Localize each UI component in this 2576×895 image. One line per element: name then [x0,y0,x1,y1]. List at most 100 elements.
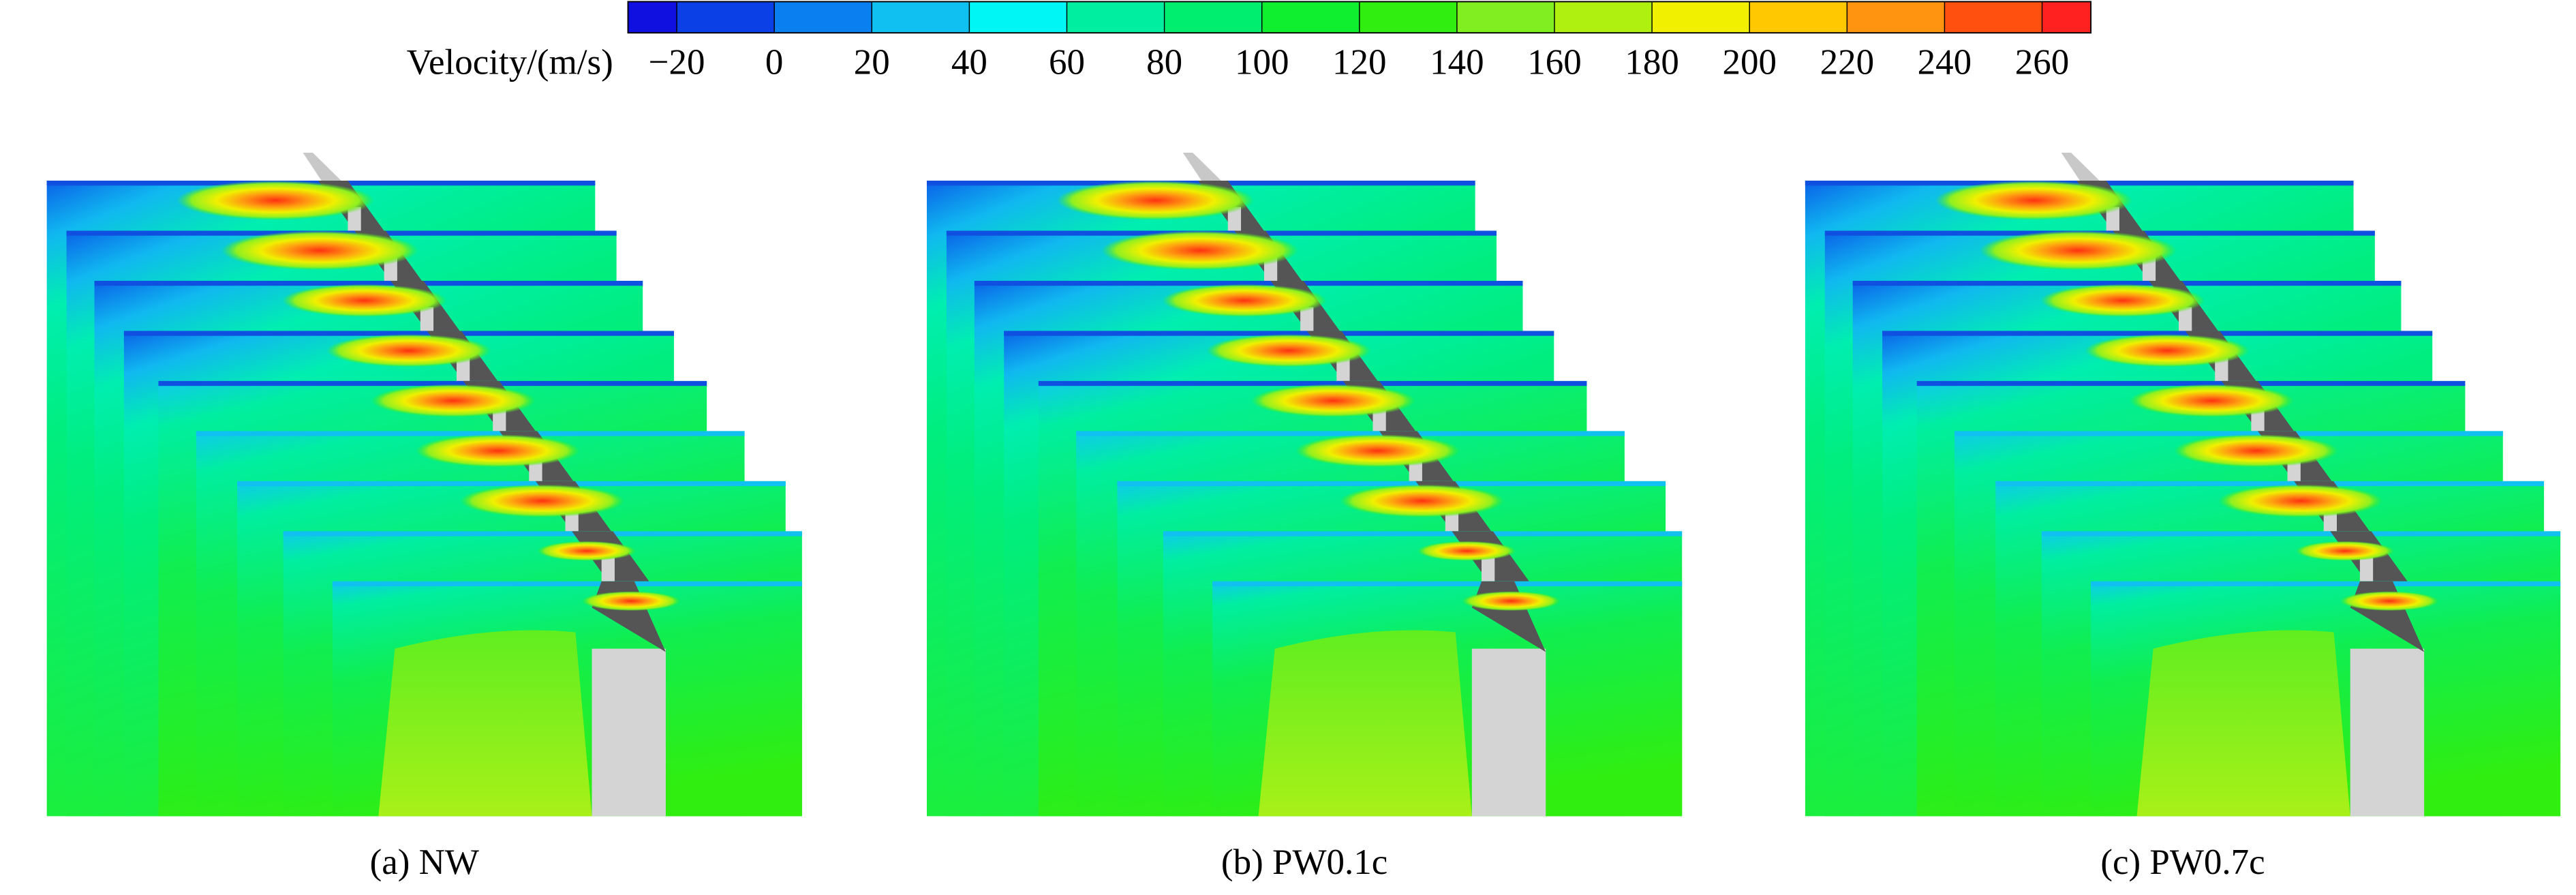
panel-caption: (a) NW [370,843,479,882]
vortex-hotspot [460,484,625,517]
slice-edge [1852,280,2402,286]
vortex-hotspot [2085,334,2250,367]
blade-root [592,648,666,817]
colorbar-segment [677,1,775,33]
vortex-hotspot [1206,334,1371,367]
slice-edge [1076,431,1625,436]
vortex-hotspot [2218,484,2383,517]
slice-edge [94,280,643,286]
slice-edge [237,481,786,487]
slice-edge [1212,581,1683,587]
colorbar-tick-label: −20 [649,43,705,82]
colorbar-tick-label: 120 [1332,43,1387,82]
colorbar-tick-label: 260 [2015,43,2070,82]
blade-side [420,307,434,331]
colorbar-tick-label: 60 [1049,43,1085,82]
vortex-hotspot [2295,541,2395,561]
wake-region [378,630,592,817]
colorbar-segment [774,1,872,33]
vortex-hotspot [177,181,374,220]
slice-edge [1038,380,1587,386]
vortex-hotspot [1057,181,1255,220]
vortex-hotspot [2174,434,2339,468]
vortex-hotspot [1935,181,2133,220]
colorbar-segment [1652,1,1750,33]
colorbar-segment [1261,1,1360,33]
colorbar-segment [969,1,1067,33]
vortex-hotspot [326,334,491,367]
vortex-hotspot [581,591,681,611]
vortex-hotspot [1295,434,1460,468]
colorbar-segment [2042,1,2091,33]
flow-panel [46,153,802,817]
vortex-hotspot [282,284,447,317]
vortex-hotspot [1101,230,1299,271]
slice-edge [1882,331,2433,336]
slice-edge [1117,481,1666,487]
panel-caption: (b) PW0.1c [1221,843,1387,882]
slice-edge [158,380,707,386]
slice-edge [974,280,1523,286]
vortex-hotspot [2340,591,2439,611]
vortex-hotspot [1162,284,1327,317]
colorbar-tick-label: 180 [1625,43,1678,82]
blade-tip [2061,153,2100,181]
slice-edge [1004,331,1554,336]
slice-edge [1954,431,2503,436]
vortex-hotspot [221,230,419,271]
colorbar-segment [1067,1,1165,33]
colorbar-segment [1847,1,1945,33]
colorbar-tick-label: 80 [1146,43,1182,82]
colorbar-tick-label: 40 [951,43,987,82]
colorbar-segment [1554,1,1653,33]
slice-edge [283,531,802,536]
colorbar-tick-label: 0 [765,43,784,82]
colorbar-segment [1944,1,2042,33]
slice-edge [332,581,802,587]
colorbar-segment [1164,1,1262,33]
vortex-hotspot [371,384,536,417]
vortex-hotspot [537,541,637,561]
flow-panel [926,153,1683,817]
blade-side [601,557,615,581]
blade-side [2359,557,2374,581]
vortex-hotspot [2040,284,2205,317]
slice-edge [1163,531,1683,536]
blade-side [2179,307,2192,331]
colorbar-tick-label: 240 [1918,43,1972,82]
blade-root [1471,648,1546,817]
colorbar-tick-label: 100 [1235,43,1289,82]
vortex-hotspot [1417,541,1516,561]
colorbar-segment [872,1,970,33]
vortex-hotspot [1340,484,1505,517]
colorbar-tick-label: 20 [854,43,890,82]
colorbar-tick-label: 140 [1430,43,1484,82]
colorbar-segment [1359,1,1457,33]
vortex-hotspot [1251,384,1415,417]
vortex-hotspot [2129,384,2294,417]
slice-edge [123,331,674,336]
vortex-hotspot [1980,230,2177,271]
blade-tip [1182,153,1221,181]
panel-caption: (c) PW0.7c [2100,843,2265,882]
wake-region [2136,630,2350,817]
blade-side [1300,307,1314,331]
colorbar-tick-label: 160 [1527,43,1582,82]
slice-edge [2091,581,2561,587]
slice-edge [2041,531,2561,536]
colorbar-segment [1749,1,1847,33]
wake-region [1258,630,1472,817]
blade-tip [303,153,341,181]
slice-edge [1995,481,2545,487]
flow-panel [1805,153,2561,817]
blade-root [2350,648,2425,817]
colorbar-label: Velocity/(m/s) [407,43,613,82]
colorbar-frame [627,1,2092,34]
blade-side [1481,557,1495,581]
slice-edge [1916,380,2466,386]
colorbar-tick-label: 220 [1820,43,1875,82]
colorbar-segment [1456,1,1555,33]
colorbar-tick-label: 200 [1722,43,1777,82]
vortex-hotspot [1462,591,1561,611]
